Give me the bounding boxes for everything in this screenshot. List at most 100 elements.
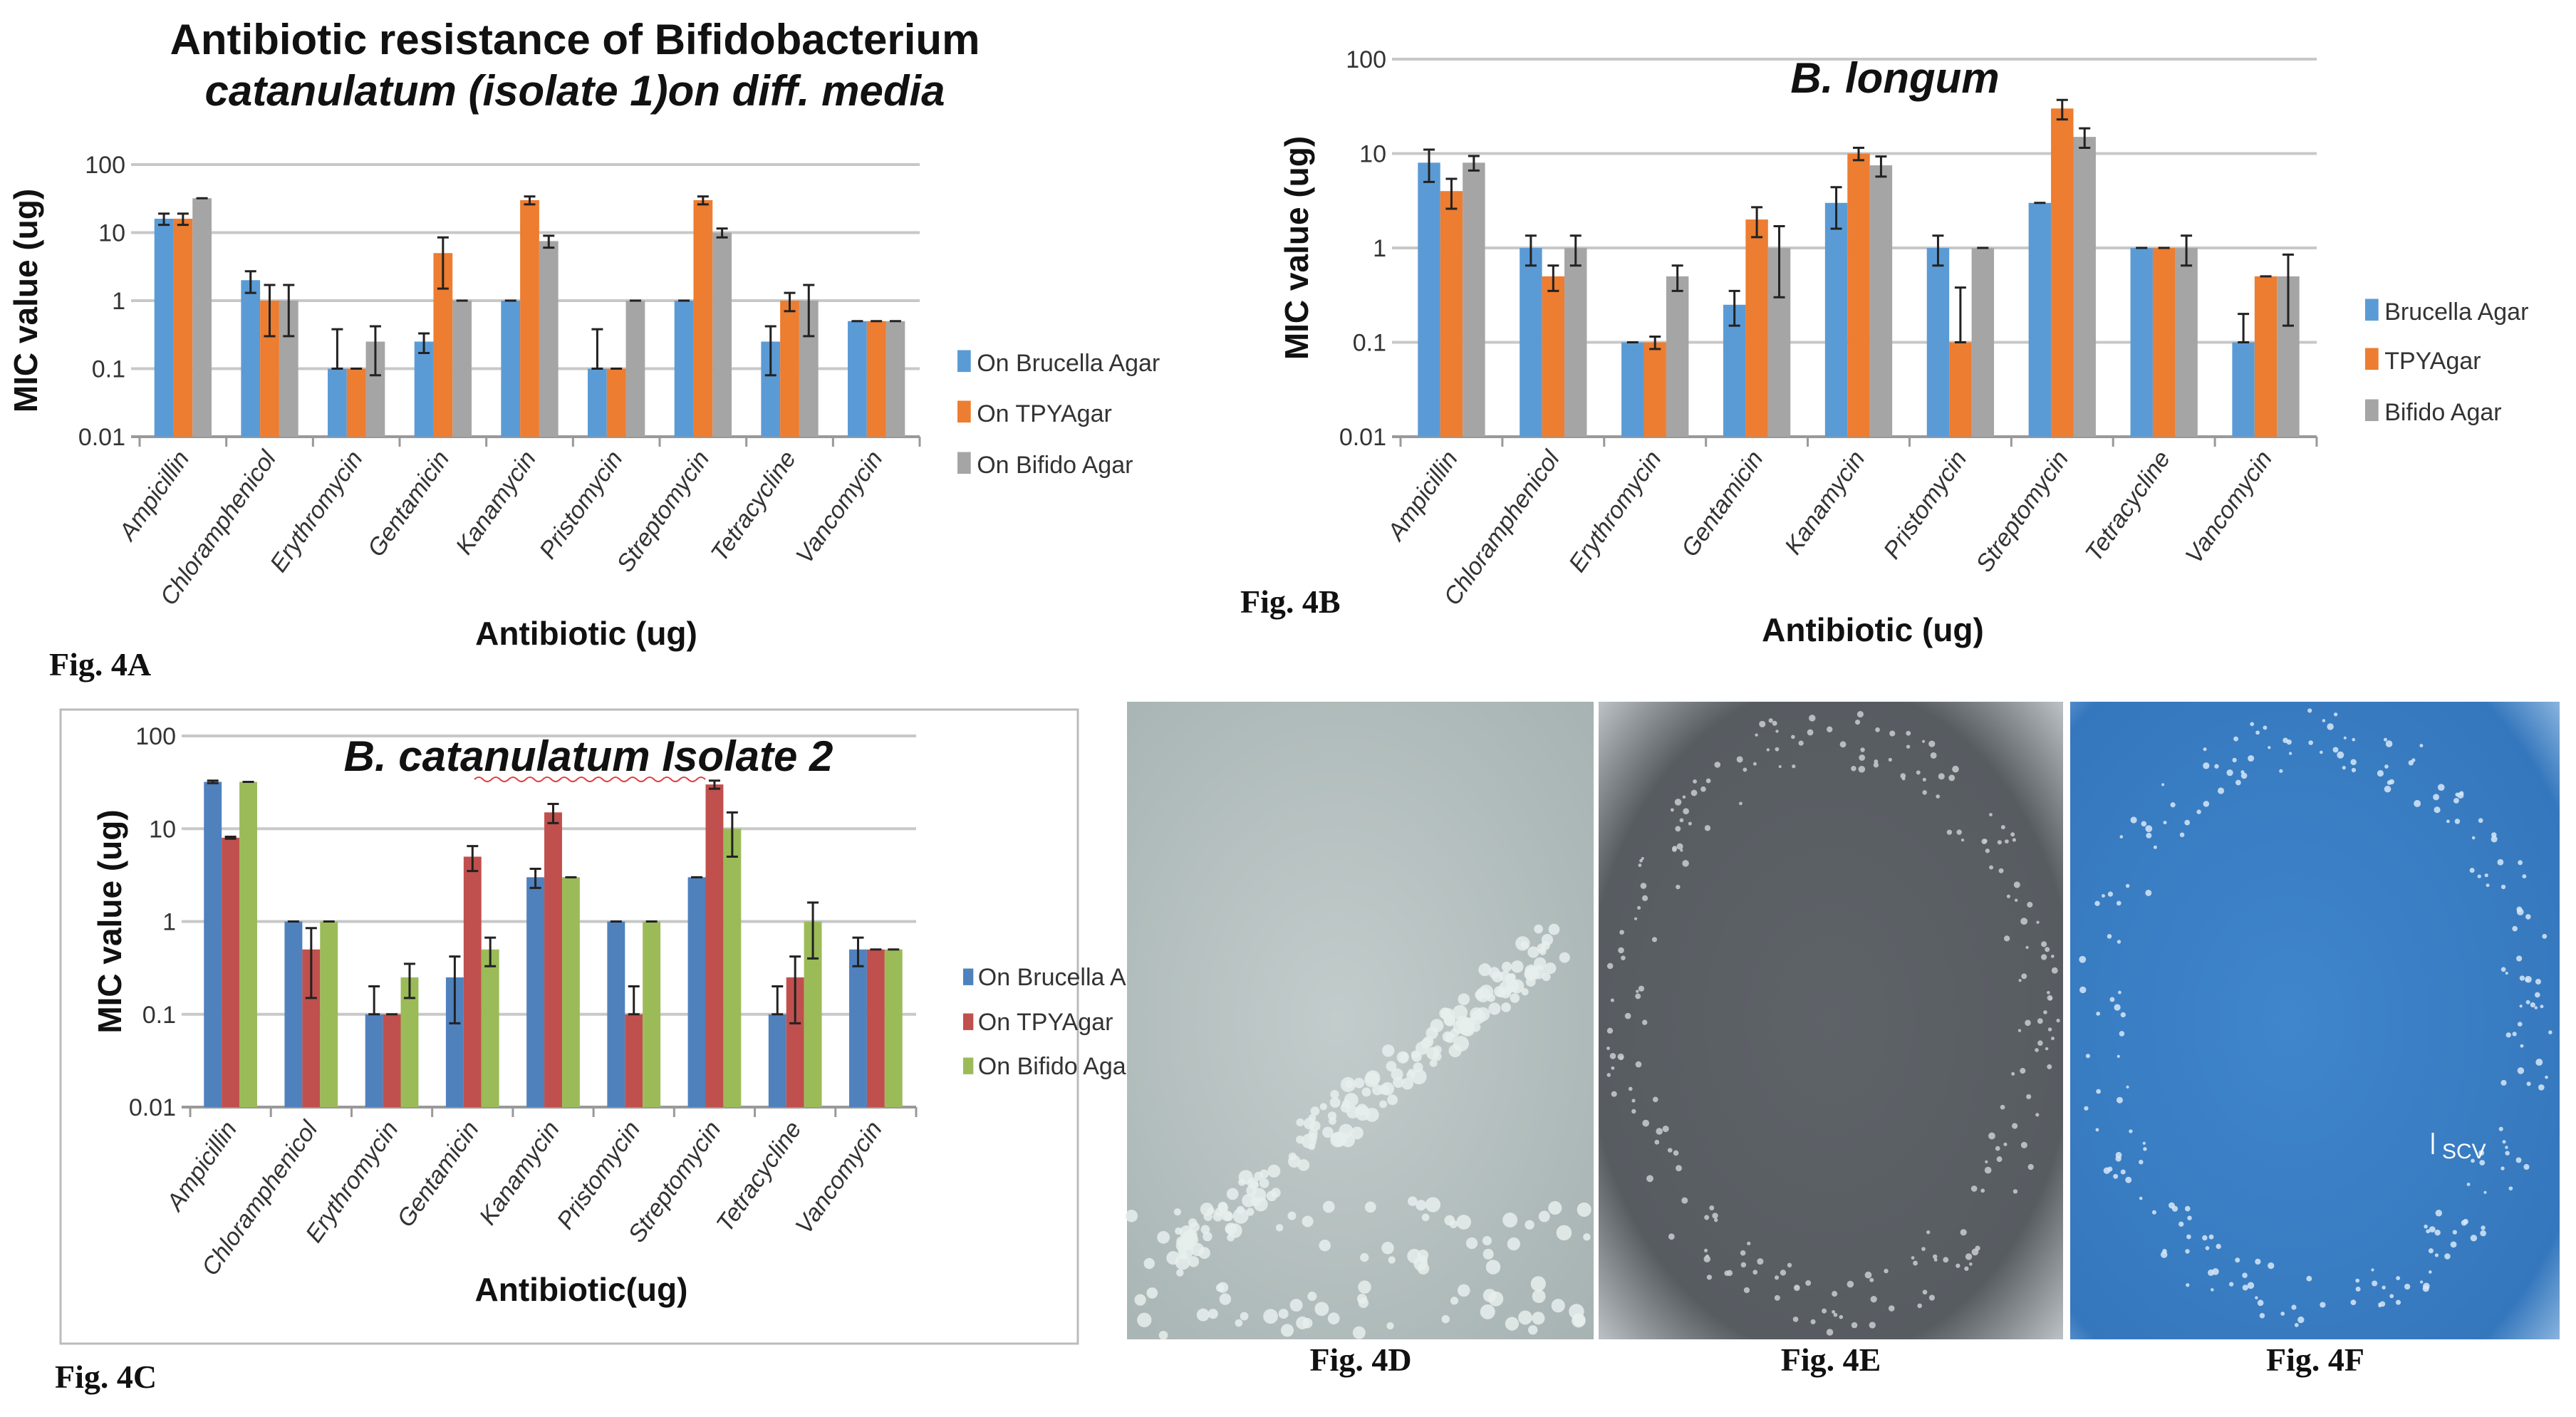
colony: [2419, 1280, 2424, 1284]
colony: [2085, 1054, 2090, 1059]
colony: [1609, 1053, 1616, 1059]
colony: [1641, 856, 1644, 861]
legend-label: On TPYAgar: [978, 1009, 1113, 1036]
colony: [1906, 744, 1911, 749]
colony: [1988, 1132, 1995, 1140]
legend-label: On TPYAgar: [977, 400, 1112, 427]
legend-label: Brucella Agar: [2384, 299, 2528, 326]
colony: [1176, 1269, 1184, 1277]
colony: [1996, 1156, 2003, 1163]
colony: [2350, 1299, 2357, 1306]
colony: [1364, 1201, 1376, 1213]
x-category-label: Vancomycin: [2180, 446, 2278, 569]
colony: [1419, 1255, 1428, 1264]
x-category-label: Pristomycin: [534, 446, 628, 564]
colony: [1236, 1205, 1245, 1215]
colony: [1235, 1319, 1243, 1327]
colony: [1456, 1215, 1472, 1230]
colony: [2184, 819, 2191, 826]
colony: [2517, 1022, 2523, 1027]
colony: [2342, 766, 2346, 770]
y-tick-label: 10: [98, 220, 125, 247]
spellcheck-underline: [474, 777, 706, 782]
colony: [2211, 1288, 2214, 1292]
colony: [1926, 1230, 1931, 1235]
colony: [2500, 884, 2506, 890]
colony: [2434, 1253, 2439, 1257]
colony: [1936, 794, 1941, 799]
colony: [2455, 792, 2460, 797]
colony: [2000, 1104, 2005, 1110]
colony: [1858, 765, 1866, 773]
colony: [1943, 1257, 1949, 1263]
colony: [2466, 1182, 2471, 1186]
bar-bifido-agar: [1463, 162, 1485, 437]
legend-label: On Brucella Agar: [977, 350, 1160, 377]
colony: [1203, 1231, 1212, 1242]
colony: [2480, 1230, 2486, 1237]
colony: [2519, 1005, 2523, 1008]
colony: [1227, 1233, 1235, 1242]
y-tick-label: 0.1: [142, 1002, 176, 1029]
colony: [2424, 1224, 2428, 1229]
colony: [2334, 712, 2338, 717]
colony: [2294, 1323, 2299, 1327]
colony: [1631, 1109, 1636, 1114]
bar-brucella-agar: [1824, 202, 1848, 437]
bar-on-bifido-agar: [192, 198, 212, 437]
colony: [2452, 1230, 2457, 1235]
colony: [1809, 715, 1816, 722]
x-axis-label: Antibiotic (ug): [475, 615, 697, 652]
colony: [2491, 836, 2498, 843]
bar-brucella-agar: [1926, 248, 1950, 437]
colony: [2116, 900, 2121, 906]
colony: [1559, 952, 1570, 963]
colony: [1527, 946, 1539, 958]
colony: [1339, 1123, 1354, 1138]
colony: [2114, 1004, 2121, 1011]
colony: [2515, 1157, 2522, 1163]
colony: [1360, 1252, 1369, 1262]
colony: [1930, 752, 1937, 759]
colony: [1297, 1159, 1310, 1171]
colony: [2332, 747, 2339, 753]
bar-on-brucella-agar: [501, 301, 521, 437]
bar-on-brucella-agar: [241, 280, 261, 437]
colony: [2117, 1054, 2120, 1058]
colony: [1401, 1077, 1414, 1090]
colony: [1714, 1218, 1718, 1223]
colony: [1956, 1263, 1960, 1268]
bar-on-brucella-agar: [588, 368, 607, 437]
colony: [1888, 1305, 1895, 1312]
colony: [2041, 941, 2047, 948]
colony: [2320, 1302, 2326, 1308]
x-category-label: Ampicillin: [113, 446, 195, 546]
colony: [1636, 990, 1639, 993]
colony: [1869, 1322, 1876, 1329]
colony: [2525, 914, 2531, 920]
colony: [2248, 755, 2255, 762]
colony: [1656, 1128, 1663, 1135]
colony: [1356, 1104, 1368, 1116]
x-category-label: Erythromycin: [1564, 446, 1667, 577]
colony: [1322, 1126, 1334, 1138]
colony: [1399, 1052, 1409, 1062]
colony: [1807, 729, 1814, 736]
bar-on-brucella-agar: [365, 1014, 383, 1107]
colony: [2429, 1226, 2436, 1233]
colony: [2497, 858, 2504, 866]
colony: [1458, 993, 1470, 1005]
colony: [1752, 762, 1757, 766]
colony: [1381, 1081, 1395, 1096]
colony: [2208, 1269, 2215, 1276]
colony: [1651, 937, 1658, 943]
colony: [1956, 829, 1962, 835]
colony: [1969, 1262, 1973, 1266]
colony: [2021, 973, 2027, 980]
colony: [1544, 962, 1557, 975]
colony: [1916, 770, 1921, 775]
colony: [1361, 1087, 1371, 1097]
bar-bifido-agar: [2073, 137, 2096, 437]
x-category-label: Vancomycin: [791, 446, 888, 569]
colony: [1445, 1032, 1455, 1043]
